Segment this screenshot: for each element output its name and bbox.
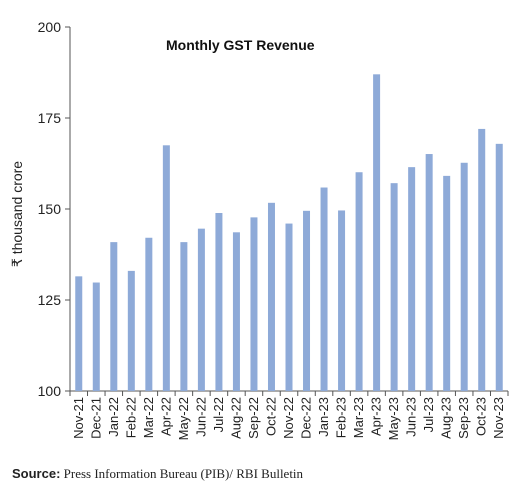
x-tick-label: Jul-23 <box>421 397 436 432</box>
bar <box>267 202 275 391</box>
bar <box>408 167 416 391</box>
x-tick-label: Nov-21 <box>71 397 86 439</box>
y-tick-label: 100 <box>38 383 62 399</box>
bar <box>127 270 135 391</box>
x-tick-label: Apr-23 <box>369 397 384 436</box>
bar <box>232 232 240 391</box>
x-tick-label: Aug-22 <box>228 397 243 439</box>
bar <box>320 187 328 391</box>
x-tick-label: Feb-22 <box>123 397 138 438</box>
bar <box>425 154 433 391</box>
y-axis-label: ₹ thousand crore <box>9 161 25 267</box>
bar <box>390 183 398 391</box>
x-tick-label: Sep-23 <box>456 397 471 439</box>
y-tick-label: 125 <box>38 292 62 308</box>
x-tick-label: Oct-22 <box>263 397 278 436</box>
x-tick-label: Dec-22 <box>299 397 314 439</box>
bar <box>478 128 486 392</box>
x-tick-label: Feb-23 <box>334 397 349 438</box>
bar <box>303 210 311 391</box>
bar <box>443 175 451 391</box>
bar <box>145 237 153 391</box>
bar <box>460 162 468 391</box>
y-tick-label: 150 <box>38 201 62 217</box>
x-tick-label: Mar-23 <box>351 397 366 438</box>
x-tick-label: Oct-23 <box>474 397 489 436</box>
bar <box>197 228 205 391</box>
y-tick-label: 175 <box>38 110 62 126</box>
bar <box>162 145 170 391</box>
x-tick-label: Mar-22 <box>141 397 156 438</box>
bar <box>355 172 363 391</box>
x-tick-label: Jun-23 <box>404 397 419 437</box>
x-tick-label: Jan-22 <box>106 397 121 437</box>
x-tick-label: Dec-21 <box>88 397 103 439</box>
bar <box>338 210 346 391</box>
x-tick-label: Aug-23 <box>439 397 454 439</box>
bar <box>215 213 223 391</box>
x-tick-label: Apr-22 <box>158 397 173 436</box>
chart-title: Monthly GST Revenue <box>166 37 315 53</box>
x-tick-label: Nov-22 <box>281 397 296 439</box>
x-tick-label: May-23 <box>386 397 401 440</box>
source-note: Source: Press Information Bureau (PIB)/ … <box>12 466 303 482</box>
x-tick-label: May-22 <box>176 397 191 440</box>
bar <box>92 282 100 391</box>
x-tick-label: Jun-22 <box>193 397 208 437</box>
bar <box>495 143 503 391</box>
x-tick-label: Jan-23 <box>316 397 331 437</box>
source-text: Press Information Bureau (PIB)/ RBI Bull… <box>60 466 304 481</box>
x-tick-label: Jul-22 <box>211 397 226 432</box>
bar <box>110 242 118 391</box>
bar <box>180 242 188 391</box>
x-tick-label: Nov-23 <box>491 397 506 439</box>
x-tick-label: Sep-22 <box>246 397 261 439</box>
bar <box>250 217 258 391</box>
source-label: Source: <box>12 466 61 481</box>
y-tick-label: 200 <box>38 19 62 35</box>
bar <box>75 276 83 391</box>
bar <box>373 74 381 391</box>
bar <box>285 223 293 391</box>
